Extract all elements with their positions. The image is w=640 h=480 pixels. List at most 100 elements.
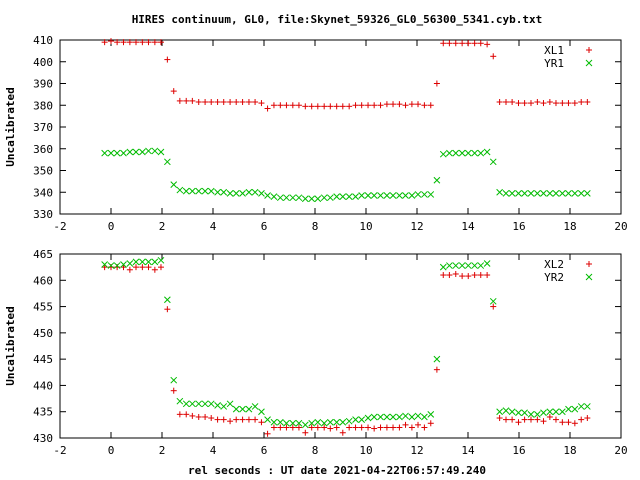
x-tick-label: 0 (108, 444, 115, 457)
data-point (214, 402, 221, 409)
data-point (283, 194, 290, 202)
data-point (302, 429, 309, 436)
data-point (145, 258, 152, 266)
data-point (188, 400, 196, 408)
data-point (283, 424, 290, 431)
x-tick-label: 20 (614, 444, 627, 457)
data-point (534, 410, 541, 418)
y-tick-label: 465 (33, 248, 53, 261)
data-point (107, 262, 115, 269)
legend-marker (586, 261, 592, 267)
data-point (358, 424, 365, 431)
y-tick-label: 340 (33, 186, 53, 199)
data-point (339, 418, 347, 426)
data-point (101, 39, 108, 46)
data-point (527, 416, 534, 423)
y-tick-label: 350 (33, 165, 53, 178)
y-tick-label: 435 (33, 406, 53, 419)
data-point (327, 425, 334, 432)
data-point (421, 102, 428, 109)
data-point (139, 264, 146, 271)
data-point (139, 148, 146, 156)
data-point (264, 105, 271, 112)
data-point (571, 189, 579, 197)
x-tick-label: 6 (261, 444, 268, 457)
legend-label: XL1 (544, 44, 564, 57)
data-point (439, 263, 447, 271)
data-point (508, 189, 516, 197)
data-point (314, 195, 322, 203)
x-tick-label: 14 (461, 444, 475, 457)
data-point (189, 97, 196, 104)
data-point (446, 272, 453, 279)
x-tick-label: 0 (108, 220, 115, 233)
series-xl1 (101, 38, 591, 112)
data-point (358, 416, 366, 423)
data-point (546, 189, 554, 197)
data-point (151, 147, 159, 155)
data-point (390, 424, 397, 431)
data-point (314, 418, 322, 426)
data-point (239, 405, 246, 413)
data-point (258, 408, 265, 416)
data-point (527, 100, 534, 107)
data-point (326, 418, 334, 426)
data-point (458, 149, 466, 157)
data-point (339, 103, 346, 110)
data-point (157, 148, 165, 156)
data-point (433, 355, 441, 363)
data-point (452, 262, 460, 269)
data-point (415, 101, 422, 108)
data-point (433, 80, 440, 87)
data-point (521, 189, 528, 197)
data-point (202, 413, 209, 420)
data-point (352, 193, 359, 200)
data-point (333, 103, 340, 110)
data-point (308, 419, 316, 427)
series-yr1 (101, 147, 591, 203)
data-point (440, 272, 447, 279)
data-point (502, 416, 509, 423)
data-point (515, 100, 522, 107)
data-point (132, 39, 139, 46)
plot-bottom: 430 435 440 445 450 455 460 465 -2 0 2 4 6 8 10 12 14 16 1… (4, 248, 628, 457)
x-tick-label: 6 (261, 220, 268, 233)
data-point (314, 103, 321, 110)
data-point (170, 376, 178, 384)
data-point (502, 189, 510, 197)
data-point (182, 400, 190, 408)
data-point (252, 98, 259, 105)
data-point (414, 412, 422, 420)
data-point (490, 303, 497, 310)
legend-entry: YR2 (544, 271, 593, 284)
data-point (383, 101, 390, 108)
data-point (227, 418, 234, 425)
data-point (201, 187, 209, 195)
data-point (383, 424, 390, 431)
data-point (189, 412, 196, 419)
data-point (214, 188, 221, 196)
data-point (101, 261, 108, 268)
data-point (402, 421, 409, 428)
y-tick-label: 410 (33, 34, 53, 47)
data-point (113, 262, 121, 269)
data-point (302, 103, 309, 110)
y-tick-label: 460 (33, 274, 53, 287)
data-point (583, 189, 591, 197)
x-tick-label: 14 (461, 220, 475, 233)
x-tick-label: 20 (614, 220, 627, 233)
data-point (276, 194, 284, 202)
data-point (540, 409, 547, 417)
data-point (521, 100, 528, 107)
data-point (509, 416, 516, 423)
data-point (383, 192, 391, 199)
data-point (565, 189, 572, 197)
data-point (295, 424, 302, 431)
data-point (164, 296, 171, 304)
data-point (170, 181, 178, 188)
data-point (176, 411, 183, 418)
data-point (346, 424, 353, 431)
data-point (446, 149, 453, 157)
data-point (439, 150, 447, 158)
data-point (377, 424, 384, 431)
